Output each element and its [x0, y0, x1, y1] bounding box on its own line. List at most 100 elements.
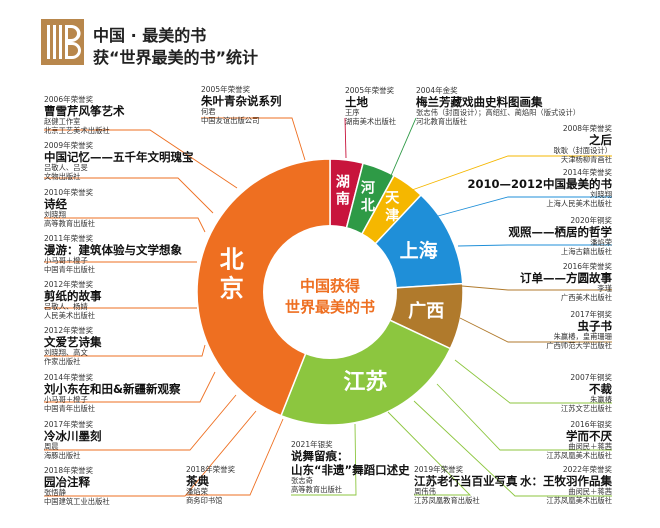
publisher: 天津杨柳青画社 — [560, 155, 612, 165]
slice-label-6: 北京 — [220, 245, 244, 302]
leader-line — [461, 285, 612, 291]
award-year: 2011年荣誉奖 — [44, 234, 94, 243]
donut-hole — [263, 225, 397, 359]
publisher: 中国青年出版社 — [44, 265, 96, 275]
book-title: 茶典 — [186, 474, 209, 489]
award-year: 2006年荣誉奖 — [44, 95, 94, 104]
book-title: 土地 — [345, 95, 368, 110]
book-annotation: 2022年荣誉奖 水：王牧羽作品集 曲闵民＋蒋茜 江苏凤凰美术出版社 — [432, 465, 612, 506]
book-annotation: 2008年荣誉奖 之后 耿耿（封面设计） 天津杨柳青画社 — [432, 124, 612, 165]
award-year: 2020年铜奖 — [570, 216, 612, 225]
book-title: 2010—2012中国最美的书 — [467, 177, 612, 192]
slice-label-1: 河北 — [361, 180, 375, 214]
book-annotation: 2016年荣誉奖 订单——方圆故事 李瑾 广西美术出版社 — [432, 262, 612, 303]
leader-line — [389, 117, 417, 179]
leader-line — [44, 344, 206, 357]
book-title: 虫子书 — [577, 319, 613, 334]
award-year: 2010年荣誉奖 — [44, 188, 94, 197]
award-year: 2012年荣誉奖 — [44, 280, 94, 289]
leader-line — [291, 423, 357, 496]
publisher: 高等教育出版社 — [291, 485, 343, 495]
publisher: 江苏凤凰美术出版社 — [546, 451, 612, 461]
leader-line — [411, 155, 612, 191]
page-title: 中国 · 最美的书 — [93, 26, 207, 45]
center-label-line2: 世界最美的书 — [285, 298, 375, 316]
book-annotation: 2009年荣誉奖 中国记忆——五千年文明瑰宝 吕敬人、吕旻 文物出版社 — [44, 141, 224, 182]
book-annotation: 2017年荣誉奖 冷冰川墨刻 周晨 海豚出版社 — [44, 420, 224, 461]
brand-logo — [41, 19, 84, 65]
book-title: 剪纸的故事 — [44, 289, 102, 304]
publisher: 中国青年出版社 — [44, 404, 96, 414]
publisher: 湖南美术出版社 — [345, 117, 397, 127]
book-annotation: 2004年金奖 梅兰芳藏戏曲史料图画集 张志伟（封面设计）；高绍红、蔺焰阳（版式设计… — [416, 86, 596, 127]
book-title-line2: 山东“非遗”舞蹈口述史 — [291, 463, 410, 478]
book-annotation: 2018年荣誉奖 园冶注释 张悟静 中国建筑工业出版社 — [44, 466, 224, 507]
designer: 耿耿（封面设计） — [553, 146, 612, 156]
book-annotation: 2019年荣誉奖 江苏老行当百业写真 周伟伟 江苏凤凰教育出版社 — [414, 465, 594, 506]
award-year: 2017年铜奖 — [570, 310, 612, 319]
book-annotation: 2005年荣誉奖 土地 王序 湖南美术出版社 — [345, 86, 525, 127]
publisher: 商务印书馆 — [186, 496, 223, 506]
book-annotation: 2011年荣誉奖 漫游：建筑体验与文学想象 小马哥＋橙子 中国青年出版社 — [44, 234, 224, 275]
publisher: 河北教育出版社 — [416, 117, 468, 127]
leader-line — [44, 177, 214, 214]
publisher: 高等教育出版社 — [44, 219, 96, 229]
designer: 小马哥＋橙子 — [44, 395, 88, 405]
book-annotation: 2021年银奖 说舞留痕： 山东“非遗”舞蹈口述史 张志奇 高等教育出版社 — [291, 440, 471, 495]
leader-line — [44, 129, 238, 189]
book-title: 观照——栖居的哲学 — [508, 225, 613, 240]
designer: 吕敬人、杨婧 — [44, 302, 88, 312]
book-annotation: 2012年荣誉奖 文爱艺诗集 刘晓翔、高文 作家出版社 — [44, 326, 224, 367]
leader-line — [457, 244, 612, 247]
publisher: 上海人民美术出版社 — [546, 199, 612, 209]
book-annotation: 2020年铜奖 观照——栖居的哲学 潘焰荣 上海古籍出版社 — [432, 216, 613, 257]
publisher: 文物出版社 — [44, 172, 81, 182]
leader-line — [186, 418, 284, 496]
publisher: 北京工艺美术出版社 — [44, 126, 110, 136]
award-year: 2018年荣誉奖 — [186, 465, 236, 474]
publisher: 上海古籍出版社 — [560, 247, 612, 257]
book-title: 说舞留痕： — [291, 449, 349, 464]
award-year: 2021年银奖 — [291, 440, 333, 449]
book-annotation: 2007年铜奖 不裁 朱赢椿 江苏文艺出版社 — [432, 373, 612, 414]
book-title: 漫游：建筑体验与文学想象 — [44, 243, 182, 258]
publisher: 江苏凤凰美术出版社 — [546, 496, 612, 506]
award-year: 2017年荣誉奖 — [44, 420, 94, 429]
designer: 周晨 — [44, 442, 59, 452]
center-label-line1: 中国获得 — [300, 277, 360, 295]
award-year: 2004年金奖 — [416, 86, 458, 95]
publisher: 广西师范大学出版社 — [546, 341, 612, 351]
book-annotation: 2014年荣誉奖 刘小东在和田&新疆新观察 小马哥＋橙子 中国青年出版社 — [44, 373, 224, 414]
slice-label-3: 上海 — [400, 239, 438, 262]
leader-line — [387, 411, 472, 496]
designer: 王序 — [345, 108, 360, 118]
publisher: 海豚出版社 — [44, 451, 81, 461]
slice-label-4: 广西 — [408, 300, 444, 322]
book-title: 冷冰川墨刻 — [44, 429, 102, 444]
designer: 小马哥＋橙子 — [44, 256, 88, 266]
award-year: 2022年荣誉奖 — [562, 465, 612, 474]
publisher: 中国建筑工业出版社 — [44, 497, 110, 507]
designer: 朱赢椿，皇甫珊珊 — [553, 332, 612, 342]
book-title: 学而不厌 — [566, 429, 612, 444]
leader-line — [44, 394, 237, 451]
designer: 刘晓翔、高文 — [44, 348, 88, 358]
book-title: 刘小东在和田&新疆新观察 — [44, 382, 181, 397]
award-year: 2018年荣誉奖 — [44, 466, 94, 475]
award-year: 2005年荣誉奖 — [201, 85, 251, 94]
designer: 张悟静 — [44, 488, 66, 498]
book-annotation: 2006年荣誉奖 曹雪芹风筝艺术 赵健工作室 北京工艺美术出版社 — [44, 95, 224, 136]
leader-line — [413, 400, 612, 497]
award-year: 2007年铜奖 — [570, 373, 612, 382]
leader-line — [344, 117, 347, 159]
publisher: 中国友谊出版公司 — [201, 116, 260, 126]
designer: 周伟伟 — [414, 487, 436, 497]
award-year: 2005年荣誉奖 — [345, 86, 395, 95]
designer: 张志伟（封面设计）；高绍红、蔺焰阳（版式设计） — [416, 108, 581, 118]
designer: 曲闵民＋蒋茜 — [568, 442, 612, 452]
award-year: 2016年荣誉奖 — [562, 262, 612, 271]
leader-line — [454, 359, 612, 404]
publisher: 广西美术出版社 — [560, 293, 612, 303]
designer: 朱赢椿 — [590, 395, 612, 405]
